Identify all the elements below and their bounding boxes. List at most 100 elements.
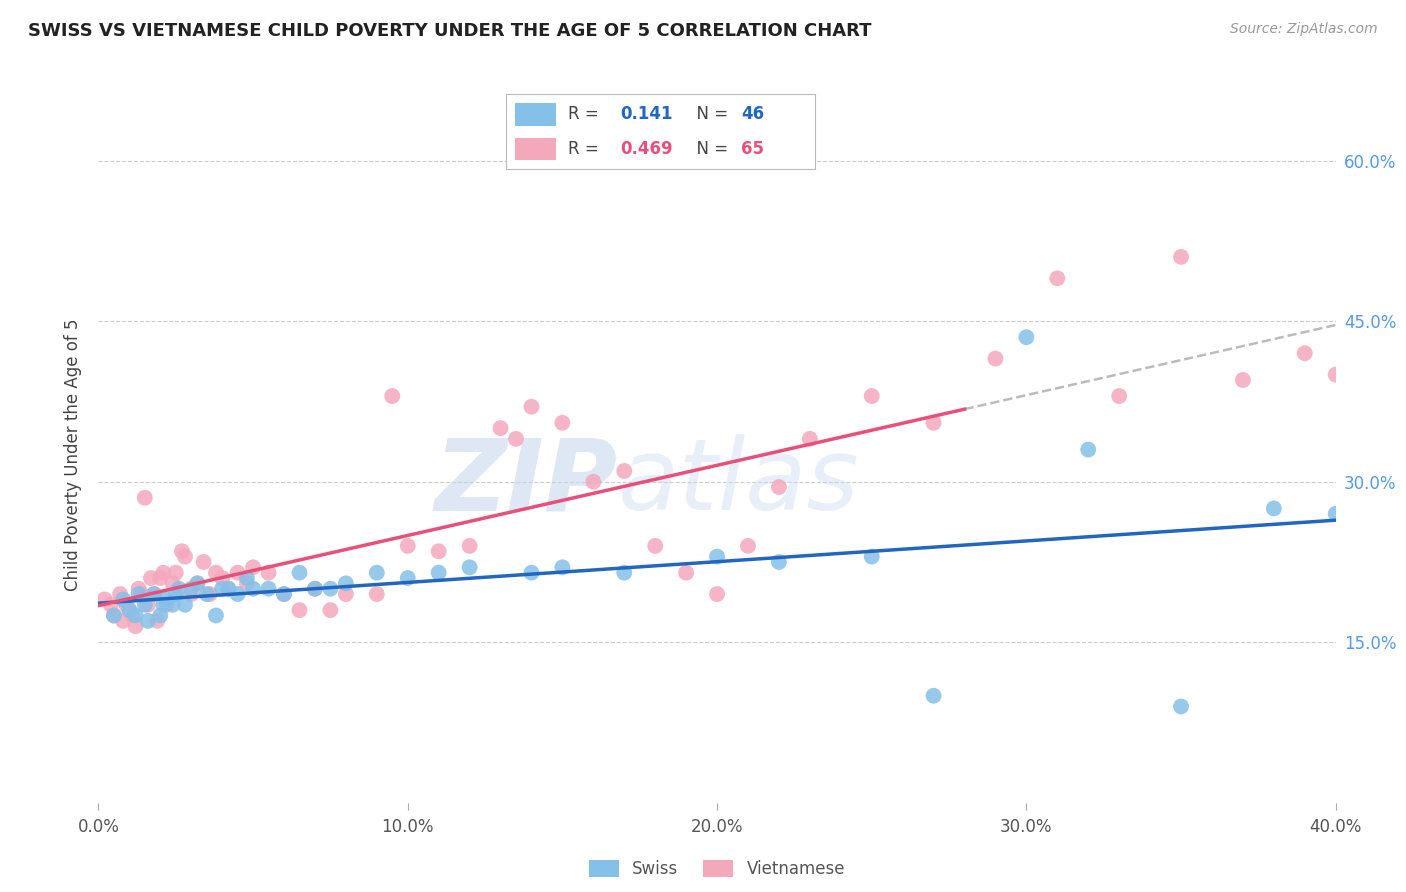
Point — [613, 566, 636, 580]
Point — [860, 389, 883, 403]
Point — [1046, 271, 1069, 285]
Point — [366, 587, 388, 601]
Point — [335, 576, 357, 591]
Point — [520, 566, 543, 580]
Point — [396, 539, 419, 553]
Point — [458, 560, 481, 574]
Point — [180, 582, 202, 596]
Point — [1108, 389, 1130, 403]
Point — [799, 432, 821, 446]
Point — [112, 592, 135, 607]
Point — [152, 566, 174, 580]
Point — [165, 587, 187, 601]
Point — [121, 608, 143, 623]
Point — [1263, 501, 1285, 516]
Text: 46: 46 — [741, 105, 765, 123]
Point — [124, 619, 146, 633]
Text: atlas: atlas — [619, 434, 859, 532]
Point — [1077, 442, 1099, 457]
Point — [198, 587, 221, 601]
Point — [366, 566, 388, 580]
Y-axis label: Child Poverty Under the Age of 5: Child Poverty Under the Age of 5 — [63, 318, 82, 591]
Point — [167, 582, 190, 596]
Point — [136, 598, 159, 612]
Point — [288, 603, 311, 617]
Point — [205, 566, 228, 580]
Point — [174, 598, 197, 612]
Point — [1324, 368, 1347, 382]
Text: R =: R = — [568, 140, 605, 158]
Point — [211, 571, 233, 585]
Legend: Swiss, Vietnamese: Swiss, Vietnamese — [582, 854, 852, 885]
Point — [242, 560, 264, 574]
Text: N =: N = — [686, 140, 733, 158]
Point — [226, 587, 249, 601]
Point — [1170, 699, 1192, 714]
Point — [1232, 373, 1254, 387]
Point — [644, 539, 666, 553]
Point — [335, 587, 357, 601]
Point — [582, 475, 605, 489]
Point — [242, 582, 264, 596]
Text: 0.141: 0.141 — [620, 105, 673, 123]
Point — [146, 614, 169, 628]
Point — [217, 582, 239, 596]
Point — [180, 587, 202, 601]
Point — [128, 587, 150, 601]
Point — [124, 608, 146, 623]
Point — [922, 416, 945, 430]
Point — [613, 464, 636, 478]
Point — [489, 421, 512, 435]
Point — [205, 608, 228, 623]
Point — [304, 582, 326, 596]
Point — [152, 598, 174, 612]
Point — [236, 576, 259, 591]
Point — [108, 587, 131, 601]
Point — [427, 544, 450, 558]
Point — [768, 480, 790, 494]
FancyBboxPatch shape — [516, 137, 555, 161]
Point — [131, 587, 153, 601]
Point — [675, 566, 697, 580]
Point — [381, 389, 404, 403]
Text: Source: ZipAtlas.com: Source: ZipAtlas.com — [1230, 22, 1378, 37]
Point — [458, 539, 481, 553]
Point — [103, 608, 125, 623]
Point — [118, 603, 141, 617]
Point — [273, 587, 295, 601]
Point — [118, 603, 141, 617]
FancyBboxPatch shape — [516, 103, 555, 126]
Point — [136, 614, 159, 628]
Point — [520, 400, 543, 414]
Point — [1294, 346, 1316, 360]
Point — [193, 555, 215, 569]
Text: N =: N = — [686, 105, 733, 123]
Point — [551, 560, 574, 574]
Point — [162, 576, 184, 591]
Point — [143, 587, 166, 601]
Point — [149, 608, 172, 623]
Point — [1015, 330, 1038, 344]
Point — [273, 587, 295, 601]
Text: 0.469: 0.469 — [620, 140, 673, 158]
Text: ZIP: ZIP — [434, 434, 619, 532]
Point — [162, 598, 184, 612]
Point — [737, 539, 759, 553]
Point — [100, 598, 122, 612]
Point — [165, 566, 187, 580]
Point — [319, 603, 342, 617]
Point — [551, 416, 574, 430]
Point — [112, 614, 135, 628]
Point — [195, 587, 218, 601]
Point — [984, 351, 1007, 366]
Point — [134, 598, 156, 612]
Point — [155, 592, 177, 607]
Point — [1170, 250, 1192, 264]
Point — [505, 432, 527, 446]
Point — [155, 598, 177, 612]
Point — [115, 598, 138, 612]
Point — [396, 571, 419, 585]
Point — [128, 582, 150, 596]
Point — [706, 587, 728, 601]
Point — [226, 566, 249, 580]
